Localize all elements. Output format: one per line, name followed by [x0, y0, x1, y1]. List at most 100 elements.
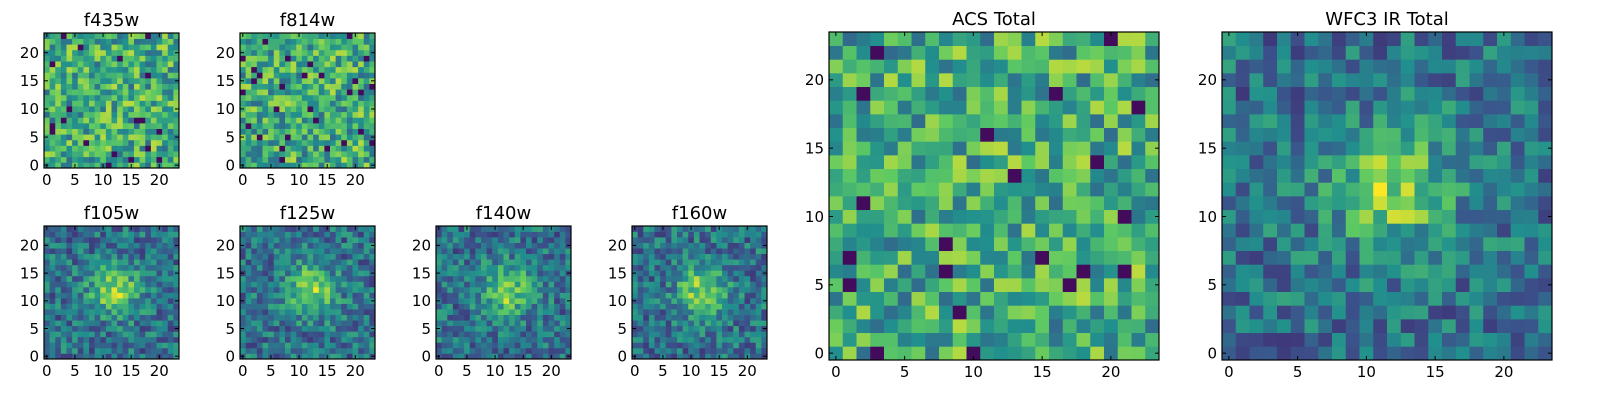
heatmap-cell: [452, 270, 459, 277]
heatmap-cell: [654, 347, 661, 354]
heatmap-cell: [1483, 182, 1498, 197]
heatmap-cell: [245, 55, 252, 62]
heatmap-cell: [722, 331, 728, 338]
heatmap-cell: [83, 49, 90, 56]
heatmap-cell: [128, 145, 135, 152]
heatmap-cell: [77, 281, 84, 288]
heatmap-cell: [117, 347, 124, 354]
heatmap-cell: [688, 259, 695, 266]
heatmap-cell: [167, 106, 174, 113]
heatmap-cell: [139, 106, 146, 113]
heatmap-cell: [469, 226, 476, 232]
heatmap-cell: [660, 331, 667, 338]
heatmap-cell: [273, 336, 280, 343]
heatmap-cell: [952, 332, 967, 347]
heatmap-cell: [1524, 209, 1539, 224]
heatmap-cell: [94, 78, 101, 84]
heatmap-cell: [335, 89, 342, 96]
heatmap-cell: [251, 270, 258, 277]
heatmap-cell: [60, 156, 67, 163]
heatmap-cell: [330, 231, 336, 238]
heatmap-cell: [1076, 223, 1091, 238]
heatmap-cell: [526, 331, 532, 338]
heatmap-cell: [1131, 127, 1146, 142]
heatmap-cell: [1235, 73, 1250, 88]
heatmap-cell: [156, 128, 163, 135]
heatmap-cell: [1235, 114, 1250, 129]
heatmap-cell: [139, 44, 146, 51]
heatmap-cell: [352, 237, 359, 243]
heatmap-cell: [77, 128, 84, 135]
heatmap-cell: [952, 209, 967, 224]
heatmap-cell: [335, 106, 342, 113]
heatmap-cell: [559, 286, 566, 293]
heatmap-cell: [520, 331, 527, 338]
x-tick-label: 0: [238, 362, 248, 380]
heatmap-cell: [665, 226, 672, 232]
heatmap-cell: [55, 72, 62, 79]
heatmap-cell: [755, 298, 762, 304]
heatmap-cell: [565, 286, 572, 293]
heatmap-cell: [307, 151, 314, 158]
heatmap-cell: [139, 231, 146, 238]
heatmap-cell: [1145, 100, 1160, 115]
heatmap-cell: [363, 33, 370, 39]
heatmap-cell: [750, 331, 757, 338]
heatmap-cell: [72, 281, 79, 288]
heatmap-cell: [464, 314, 471, 321]
heatmap-cell: [150, 117, 157, 124]
heatmap-cell: [105, 94, 112, 101]
heatmap-cell: [925, 155, 940, 170]
heatmap-cell: [870, 250, 885, 265]
heatmap-cell: [363, 49, 370, 56]
heatmap-cell: [318, 281, 325, 288]
heatmap-cell: [994, 223, 1009, 238]
heatmap-cell: [55, 61, 62, 68]
heatmap-cell: [134, 226, 140, 232]
heatmap-cell: [481, 303, 487, 310]
heatmap-cell: [469, 298, 476, 304]
heatmap-cell: [72, 303, 79, 310]
heatmap-cell: [352, 264, 359, 271]
heatmap-cell: [1469, 319, 1484, 334]
heatmap-cell: [55, 253, 62, 260]
heatmap-cell: [1049, 332, 1064, 347]
heatmap-cell: [1076, 45, 1091, 60]
heatmap-cell: [452, 248, 459, 255]
heatmap-cell: [100, 259, 107, 266]
heatmap-cell: [111, 253, 118, 260]
heatmap-cell: [285, 111, 291, 118]
panel-title: f814w: [280, 10, 335, 31]
heatmap-cell: [648, 303, 655, 310]
heatmap-cell: [301, 314, 308, 321]
heatmap-cell: [139, 237, 146, 243]
heatmap-cell: [245, 325, 252, 332]
heatmap-cell: [77, 303, 84, 310]
heatmap-cell: [346, 226, 353, 232]
heatmap-cell: [1235, 86, 1250, 101]
heatmap-cell: [559, 231, 566, 238]
heatmap-cell: [441, 253, 448, 260]
heatmap-cell: [705, 242, 712, 249]
heatmap-cell: [469, 331, 476, 338]
heatmap-cell: [710, 298, 717, 304]
heatmap-cell: [1332, 141, 1347, 156]
heatmap-cell: [632, 314, 638, 321]
heatmap-cell: [89, 128, 95, 135]
heatmap-cell: [307, 100, 314, 107]
heatmap-cell: [682, 353, 689, 360]
heatmap-cell: [134, 353, 140, 360]
heatmap-cell: [335, 72, 342, 79]
heatmap-cell: [296, 117, 303, 124]
heatmap-cell: [856, 291, 871, 306]
heatmap-cell: [44, 259, 50, 266]
heatmap-cell: [648, 226, 655, 232]
heatmap-cell: [452, 303, 459, 310]
heatmap-cell: [1414, 332, 1429, 347]
heatmap-cell: [83, 66, 90, 73]
heatmap-cell: [363, 94, 370, 101]
heatmap-cell: [897, 141, 912, 156]
heatmap-cell: [952, 73, 967, 88]
